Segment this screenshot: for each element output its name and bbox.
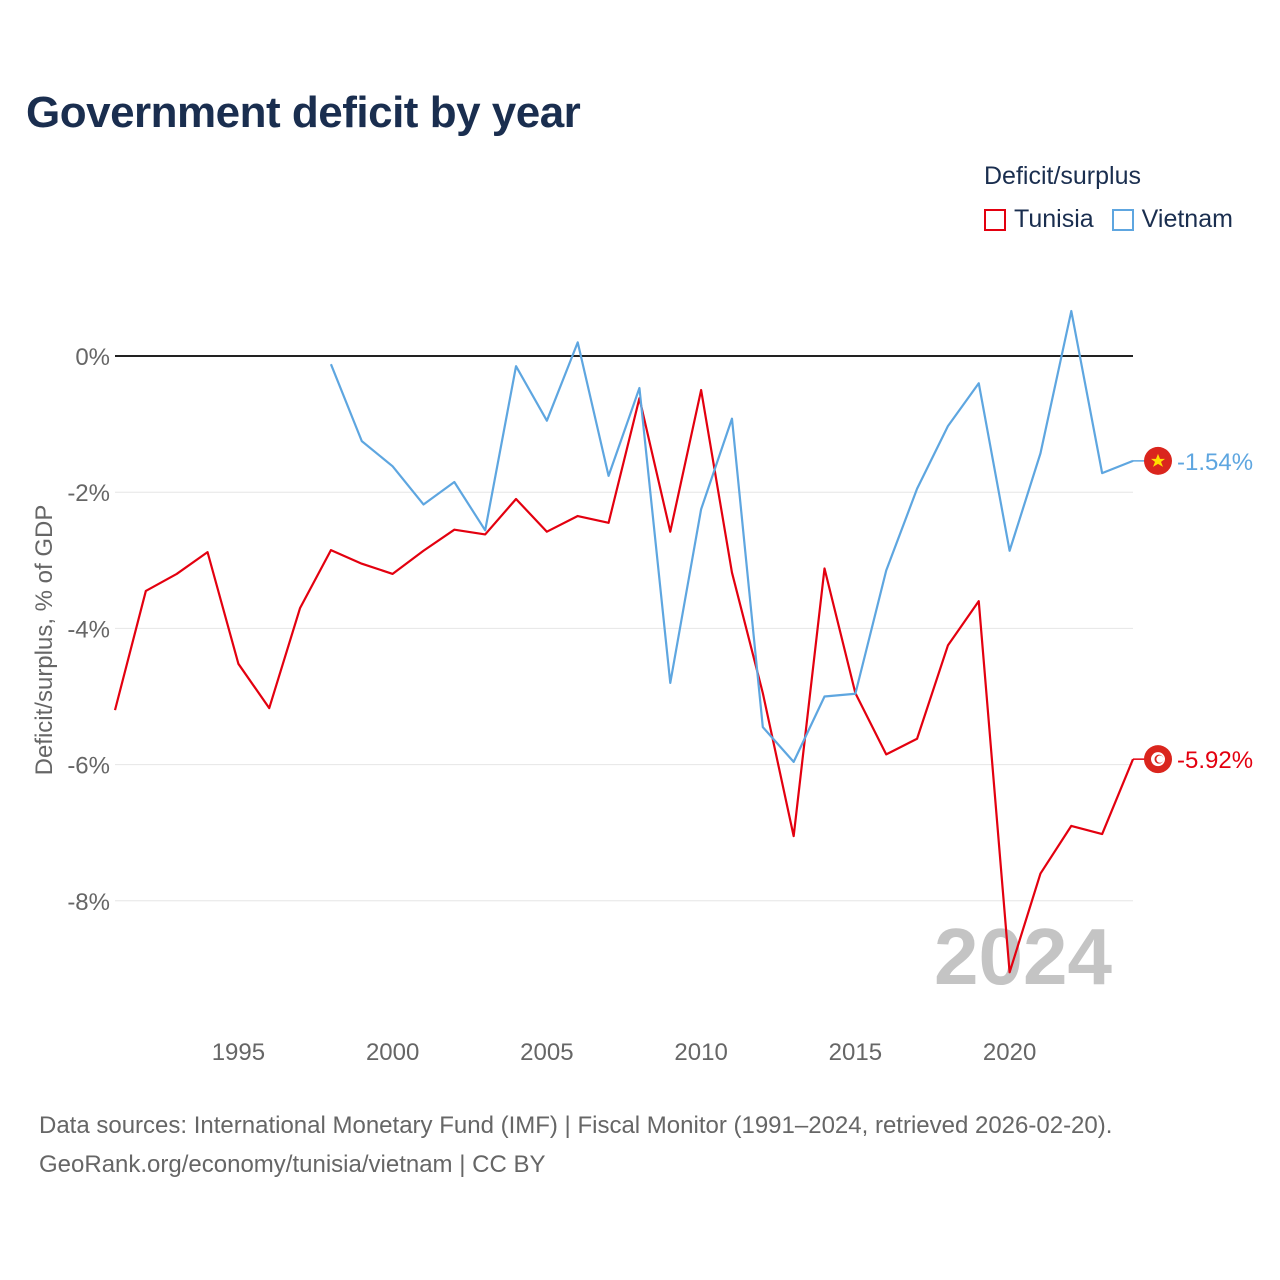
series-line-vietnam [329, 309, 1134, 763]
data-point-tunisia [511, 494, 521, 504]
legend-title: Deficit/surplus [984, 162, 1141, 190]
data-point-tunisia [295, 603, 305, 613]
data-point-vietnam [881, 566, 891, 576]
data-point-tunisia [326, 545, 336, 555]
data-point-tunisia [141, 586, 151, 596]
y-tick-label: -2% [67, 480, 110, 507]
data-point-vietnam [542, 416, 552, 426]
footer: Data sources: International Monetary Fun… [39, 1106, 1112, 1184]
line-chart: 0%-2%-4%-6%-8%1995 2000 2005 2010 2015 2020 2… [31, 306, 1253, 1066]
data-point-vietnam [974, 378, 984, 388]
data-point-tunisia [727, 568, 737, 578]
data-point-tunisia [172, 569, 182, 579]
data-point-vietnam [912, 484, 922, 494]
data-point-tunisia [573, 511, 583, 521]
data-point-vietnam [1035, 448, 1045, 458]
x-tick-label: 2000 [366, 1039, 419, 1066]
data-point-vietnam [573, 337, 583, 347]
data-point-vietnam [1005, 546, 1015, 556]
data-point-vietnam [357, 436, 367, 446]
x-tick-label: 2020 [983, 1039, 1036, 1066]
footer-sources: Data sources: International Monetary Fun… [39, 1112, 1113, 1139]
data-point-tunisia [1066, 821, 1076, 831]
x-tick-label: 2010 [674, 1039, 727, 1066]
data-point-tunisia [264, 703, 274, 713]
y-tick-label: -4% [67, 616, 110, 643]
chart-title: Government deficit by year [26, 88, 581, 137]
data-point-vietnam [604, 471, 614, 481]
data-point-tunisia [357, 559, 367, 569]
x-tick-label: 2015 [829, 1039, 882, 1066]
data-point-vietnam [634, 383, 644, 393]
data-point-vietnam [326, 359, 336, 369]
data-point-vietnam [1066, 306, 1076, 316]
series-line-tunisia [113, 388, 1135, 974]
footer-attribution[interactable]: GeoRank.org/economy/tunisia/vietnam | CC… [39, 1151, 546, 1178]
data-point-vietnam [480, 525, 490, 535]
legend-label-tunisia: Tunisia [1014, 205, 1094, 233]
data-point-tunisia [604, 518, 614, 528]
end-value-label-vietnam: -1.54% [1177, 449, 1253, 476]
data-point-tunisia [110, 705, 120, 715]
data-point-vietnam [388, 461, 398, 471]
data-point-vietnam [789, 757, 799, 767]
data-point-tunisia [449, 525, 459, 535]
data-point-vietnam [850, 689, 860, 699]
data-point-tunisia [820, 563, 830, 573]
end-value-label-tunisia: -5.92% [1177, 747, 1253, 774]
data-point-tunisia [696, 385, 706, 395]
data-point-tunisia [1035, 869, 1045, 879]
y-axis-label: Deficit/surplus, % of GDP [31, 505, 58, 776]
data-point-tunisia [912, 734, 922, 744]
data-point-tunisia [1097, 829, 1107, 839]
data-point-tunisia [665, 527, 675, 537]
data-point-tunisia [974, 596, 984, 606]
data-point-vietnam [943, 421, 953, 431]
flag-tunisia-icon [1144, 745, 1172, 774]
x-tick-label: 2005 [520, 1039, 573, 1066]
y-tick-label: -6% [67, 753, 110, 780]
data-point-vietnam [418, 499, 428, 509]
data-point-tunisia [233, 659, 243, 669]
legend: Deficit/surplus Tunisia Vietnam [984, 162, 1233, 234]
y-tick-label: 0% [75, 344, 110, 371]
data-point-vietnam [820, 692, 830, 702]
data-point-tunisia [542, 527, 552, 537]
data-point-tunisia [418, 546, 428, 556]
legend-item-vietnam[interactable]: Vietnam [1111, 205, 1233, 234]
legend-swatch-tunisia [984, 208, 1006, 231]
data-point-tunisia [789, 831, 799, 841]
legend-label-vietnam: Vietnam [1141, 205, 1233, 233]
data-point-tunisia [1005, 967, 1015, 977]
flag-vietnam-icon [1144, 446, 1172, 475]
data-point-vietnam [511, 361, 521, 371]
legend-swatch-vietnam [1111, 208, 1134, 231]
data-point-vietnam [449, 477, 459, 487]
legend-item-tunisia[interactable]: Tunisia [984, 205, 1094, 234]
data-point-tunisia [881, 749, 891, 759]
y-tick-label: -8% [67, 889, 110, 916]
x-tick-label: 1995 [212, 1039, 265, 1066]
data-point-vietnam [758, 722, 768, 732]
data-point-vietnam [665, 678, 675, 688]
data-point-tunisia [203, 547, 213, 557]
data-point-vietnam [727, 414, 737, 424]
data-point-vietnam [1097, 468, 1107, 478]
data-point-tunisia [943, 640, 953, 650]
data-point-vietnam [696, 504, 706, 514]
data-point-tunisia [388, 569, 398, 579]
